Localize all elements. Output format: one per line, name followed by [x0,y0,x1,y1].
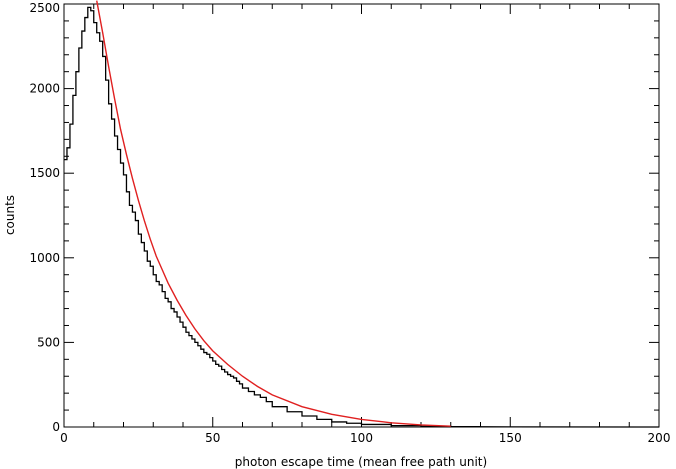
x-tick-label: 150 [499,431,522,445]
x-tick-label: 100 [350,431,373,445]
x-tick-label: 200 [648,431,671,445]
fit-curve-series [96,0,451,427]
y-tick-label: 1000 [29,251,60,265]
y-tick-label: 0 [52,420,60,434]
y-tick-label: 1500 [29,166,60,180]
y-tick-label: 2500 [29,1,60,15]
histogram-series [64,6,660,428]
y-tick-label: 500 [37,335,60,349]
axis-ticks [63,3,660,428]
x-tick-label: 50 [205,431,220,445]
y-tick-label: 2000 [29,82,60,96]
plot-frame [63,3,660,428]
y-axis-title: counts [3,195,17,235]
series-layer [64,0,660,428]
x-axis-title: photon escape time (mean free path unit) [235,455,487,469]
x-tick-label: 0 [60,431,68,445]
